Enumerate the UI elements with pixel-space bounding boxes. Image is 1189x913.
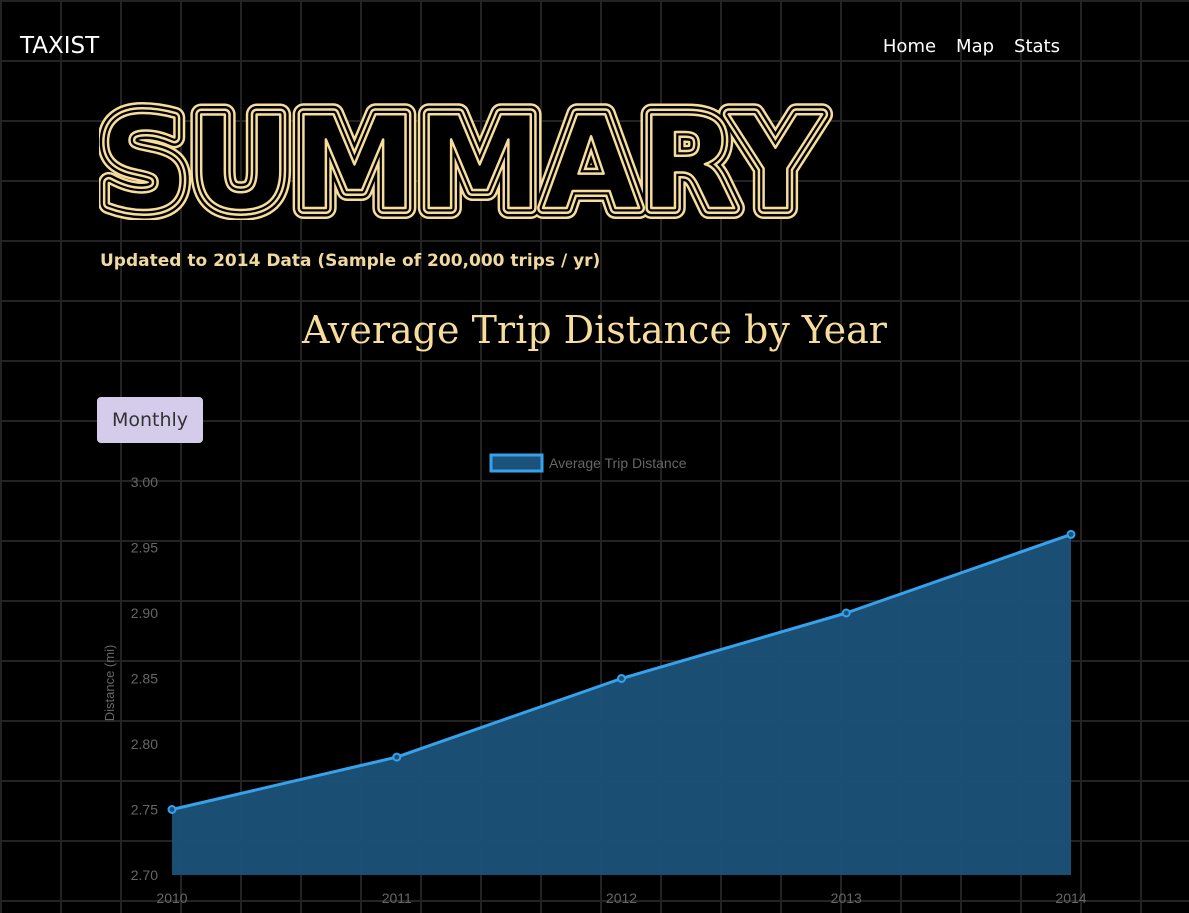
y-tick-label: 2.90 — [131, 605, 158, 621]
y-tick-label: 2.80 — [131, 736, 158, 752]
hero-title: SUMMARY SUMMARY SUMMARY SUMMARY SUMMARY — [99, 100, 833, 220]
hero-title-text: SUMMARY — [99, 100, 822, 220]
data-points — [167, 529, 1076, 814]
navbar: TAXIST Home Map Stats — [0, 0, 1189, 94]
nav-link-map[interactable]: Map — [956, 36, 995, 57]
chart-heading: Average Trip Distance by Year — [302, 308, 887, 352]
trip-distance-chart: Average Trip Distance Distance (mi) 3.00… — [102, 453, 1087, 906]
y-axis-label: Distance (mi) — [102, 645, 117, 722]
legend-swatch — [489, 453, 544, 473]
y-tick-label: 2.85 — [131, 671, 158, 687]
data-point[interactable] — [841, 608, 851, 618]
y-tick-label: 2.70 — [131, 867, 158, 883]
x-tick-label: 2011 — [382, 890, 412, 906]
x-tick-label: 2014 — [1055, 890, 1086, 906]
chart-legend[interactable]: Average Trip Distance — [489, 453, 687, 473]
data-point[interactable] — [617, 674, 626, 683]
svg-text:SUMMARY: SUMMARY — [99, 100, 822, 220]
nav-link-home[interactable]: Home — [882, 36, 937, 57]
brand-link[interactable]: TAXIST — [20, 33, 100, 59]
nav-links: Home Map Stats — [883, 36, 1060, 57]
x-tick-label: 2010 — [156, 890, 187, 906]
area-fill — [172, 534, 1071, 875]
hero-subtitle: Updated to 2014 Data (Sample of 200,000 … — [100, 251, 601, 271]
svg-text:SUMMARY: SUMMARY — [99, 100, 822, 220]
y-tick-label: 2.75 — [131, 802, 158, 818]
data-point[interactable] — [167, 805, 177, 814]
x-tick-label: 2012 — [606, 890, 637, 906]
monthly-toggle-button[interactable]: Monthly — [97, 397, 203, 443]
y-tick-label: 2.95 — [131, 540, 158, 556]
svg-text:SUMMARY: SUMMARY — [99, 100, 822, 220]
x-axis: 2010 2011 2012 2013 2014 — [156, 890, 1086, 906]
legend-label: Average Trip Distance — [549, 455, 687, 471]
data-point[interactable] — [392, 752, 402, 762]
y-tick-label: 3.00 — [131, 474, 158, 490]
nav-link-stats[interactable]: Stats — [1014, 36, 1060, 57]
svg-text:SUMMARY: SUMMARY — [99, 100, 822, 220]
data-point[interactable] — [1066, 529, 1076, 539]
x-tick-label: 2013 — [831, 890, 862, 906]
y-axis: 3.00 2.95 2.90 2.85 2.80 2.75 2.70 — [131, 474, 158, 883]
